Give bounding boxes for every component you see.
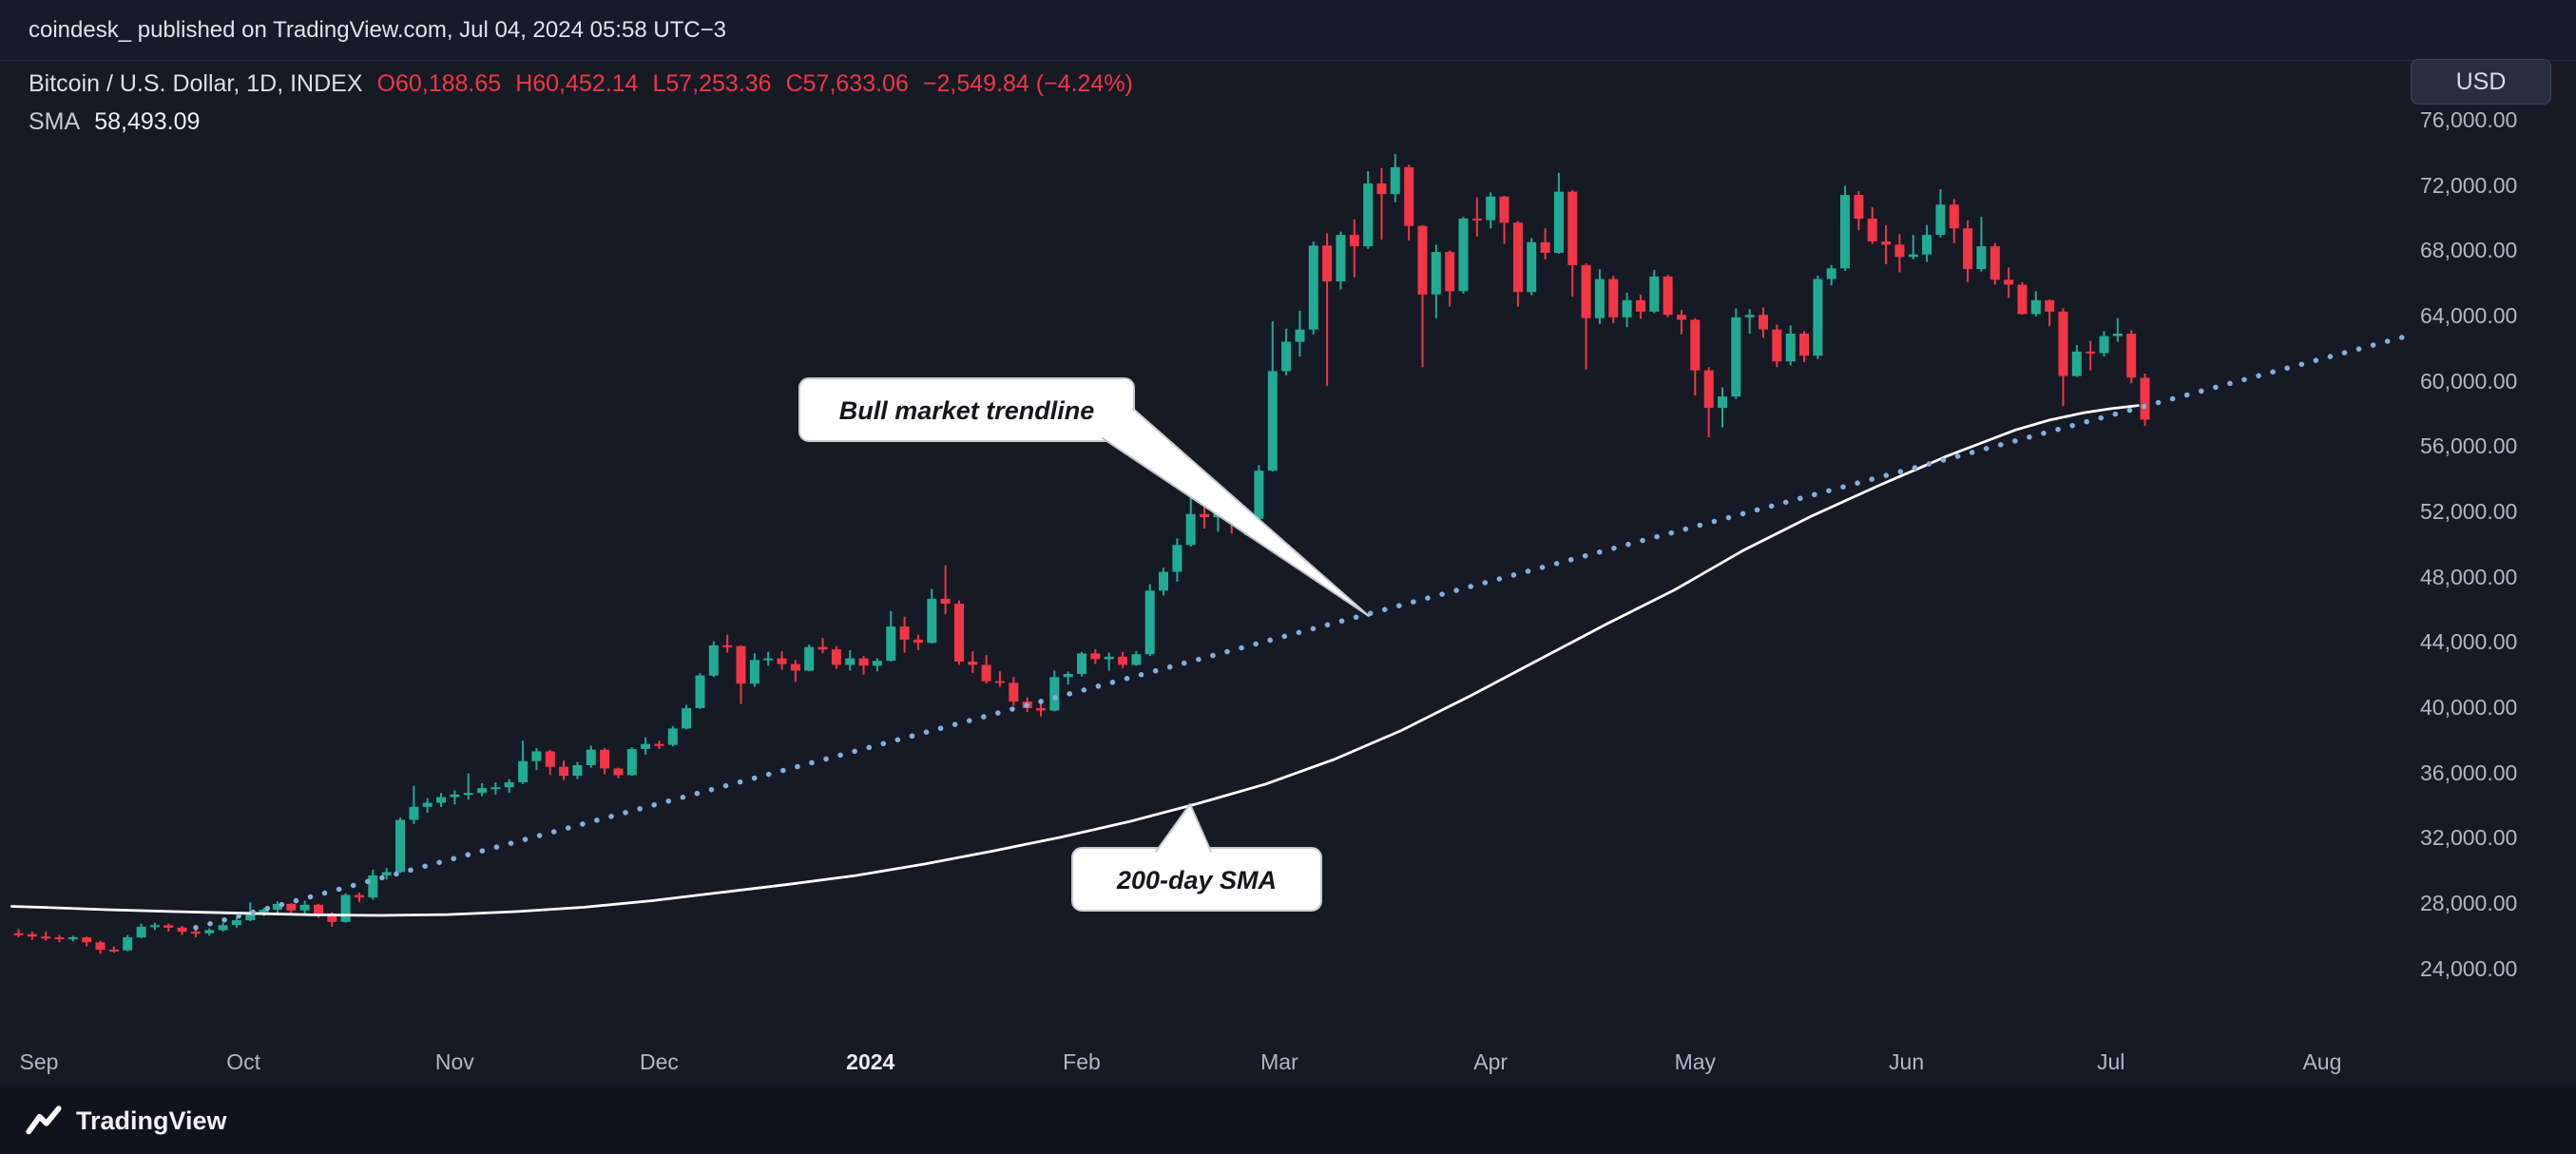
symbol-title[interactable]: Bitcoin / U.S. Dollar, 1D, INDEX — [29, 70, 363, 97]
currency-toggle-button[interactable]: USD — [2411, 59, 2551, 105]
price-label: 40,000.00 — [2420, 695, 2518, 721]
time-label: Aug — [2302, 1049, 2342, 1074]
ohlc-close: C57,633.06 — [785, 70, 909, 97]
price-label: 32,000.00 — [2420, 825, 2518, 851]
time-label: Sep — [19, 1049, 59, 1074]
attribution-text[interactable]: coindesk_ published on TradingView.com, … — [29, 16, 727, 43]
tradingview-brand-link[interactable]: TradingView — [76, 1106, 227, 1135]
price-label: 56,000.00 — [2420, 433, 2518, 459]
time-label: Oct — [226, 1049, 260, 1074]
bull-trendline-callout-tail — [1102, 408, 1370, 617]
ohlc-open: O60,188.65 — [376, 70, 502, 97]
price-label: 52,000.00 — [2420, 499, 2518, 525]
price-label: 36,000.00 — [2420, 760, 2518, 785]
attribution-bar: coindesk_ published on TradingView.com, … — [0, 0, 2576, 61]
time-axis[interactable]: Sep Oct Nov Dec 2024 Feb Mar Apr May Jun… — [0, 1042, 2576, 1087]
ohlc-high: H60,452.14 — [515, 70, 639, 97]
time-label: May — [1674, 1049, 1717, 1074]
bull-trendline-callout-text: Bull market trendline — [839, 396, 1095, 425]
time-label: Dec — [640, 1049, 679, 1074]
chart-annotations: Bull market trendline 200-day SMA — [798, 377, 1370, 912]
ohlc-low: L57,253.36 — [652, 70, 772, 97]
price-axis[interactable]: 76,000.00 72,000.00 68,000.00 64,000.00 … — [2407, 0, 2576, 1042]
time-label: Nov — [434, 1049, 474, 1074]
ohlc-row: Bitcoin / U.S. Dollar, 1D, INDEX O60,188… — [29, 70, 1133, 106]
sma-callout-text: 200-day SMA — [1116, 866, 1277, 894]
time-label: Jun — [1889, 1049, 1925, 1074]
price-label: 68,000.00 — [2420, 238, 2518, 263]
time-label: Apr — [1473, 1049, 1509, 1074]
time-label: Feb — [1063, 1049, 1101, 1074]
time-label: Jul — [2096, 1049, 2125, 1074]
price-label: 72,000.00 — [2420, 172, 2518, 198]
price-label: 24,000.00 — [2420, 955, 2518, 981]
price-label: 28,000.00 — [2420, 891, 2518, 916]
time-label: Mar — [1260, 1049, 1298, 1074]
footer-bar: TradingView — [0, 1087, 2576, 1154]
tradingview-logo-icon — [26, 1106, 62, 1135]
price-label: 76,000.00 — [2420, 107, 2518, 133]
chart-legend: Bitcoin / U.S. Dollar, 1D, INDEX O60,188… — [29, 70, 1133, 144]
price-plot — [10, 154, 2407, 954]
price-label: 48,000.00 — [2420, 564, 2518, 589]
price-label: 44,000.00 — [2420, 629, 2518, 655]
sma-indicator-label[interactable]: SMA — [29, 108, 81, 135]
time-label-year: 2024 — [846, 1049, 895, 1074]
sma-callout-tail — [1155, 803, 1212, 853]
price-label: 60,000.00 — [2420, 368, 2518, 394]
sma-indicator-value: 58,493.09 — [94, 108, 201, 135]
price-label: 64,000.00 — [2420, 303, 2518, 329]
sma-row: SMA 58,493.09 — [29, 108, 1133, 144]
ohlc-change: −2,549.84 (−4.24%) — [922, 70, 1133, 97]
